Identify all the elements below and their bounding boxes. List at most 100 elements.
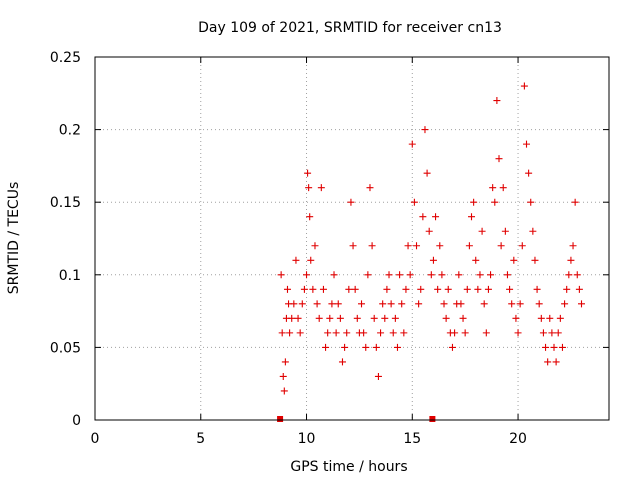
data-point xyxy=(539,329,547,337)
data-point xyxy=(372,343,380,351)
y-tick-label: 0.05 xyxy=(50,340,81,356)
data-point xyxy=(334,300,342,308)
data-point xyxy=(554,329,562,337)
data-point xyxy=(546,314,554,322)
data-point xyxy=(525,169,533,177)
data-point xyxy=(338,358,346,366)
data-point xyxy=(531,256,539,264)
data-point xyxy=(366,184,374,192)
data-point xyxy=(298,300,306,308)
data-point xyxy=(328,300,336,308)
data-point xyxy=(432,213,440,221)
data-point xyxy=(480,300,488,308)
data-point xyxy=(385,271,393,279)
data-point xyxy=(470,198,478,206)
data-point xyxy=(571,198,579,206)
x-axis-label: GPS time / hours xyxy=(290,459,407,475)
data-point xyxy=(427,271,435,279)
data-point xyxy=(438,271,446,279)
data-point xyxy=(465,242,473,250)
data-point xyxy=(400,329,408,337)
data-point xyxy=(455,271,463,279)
data-point xyxy=(389,329,397,337)
data-point xyxy=(520,82,528,90)
data-point xyxy=(379,300,387,308)
data-point xyxy=(436,242,444,250)
data-point xyxy=(360,329,368,337)
data-point xyxy=(501,227,509,235)
data-point xyxy=(567,256,575,264)
data-point xyxy=(288,314,296,322)
data-point xyxy=(548,329,556,337)
data-point xyxy=(510,256,518,264)
data-point xyxy=(444,285,452,293)
data-point xyxy=(516,300,524,308)
data-point xyxy=(448,343,456,351)
data-point xyxy=(451,329,459,337)
data-point xyxy=(307,256,315,264)
data-point xyxy=(457,300,465,308)
data-point xyxy=(278,329,286,337)
data-point xyxy=(497,242,505,250)
data-point xyxy=(324,329,332,337)
data-point xyxy=(423,169,431,177)
data-point xyxy=(290,300,298,308)
data-point xyxy=(387,300,395,308)
y-tick-label: 0.25 xyxy=(50,50,81,66)
data-point xyxy=(561,300,569,308)
data-point xyxy=(468,213,476,221)
data-point xyxy=(281,358,289,366)
data-point xyxy=(434,285,442,293)
data-point xyxy=(349,242,357,250)
data-point xyxy=(332,329,340,337)
data-point xyxy=(398,300,406,308)
data-point xyxy=(396,271,404,279)
data-point xyxy=(527,198,535,206)
data-point xyxy=(461,329,469,337)
data-point xyxy=(319,285,327,293)
data-point xyxy=(362,343,370,351)
data-point xyxy=(300,285,308,293)
data-point xyxy=(330,271,338,279)
y-tick-label: 0.15 xyxy=(50,195,81,211)
y-tick-label: 0.2 xyxy=(59,123,81,139)
data-point xyxy=(305,184,313,192)
data-point xyxy=(353,314,361,322)
data-point xyxy=(429,256,437,264)
data-point xyxy=(573,271,581,279)
data-point xyxy=(404,242,412,250)
tick-layer xyxy=(94,56,609,421)
y-tick-label: 0 xyxy=(72,413,81,429)
data-point xyxy=(279,372,287,380)
data-point xyxy=(508,300,516,308)
data-point xyxy=(442,314,450,322)
data-point xyxy=(472,256,480,264)
data-point xyxy=(383,285,391,293)
data-point xyxy=(292,256,300,264)
data-point xyxy=(537,314,545,322)
data-point xyxy=(565,271,573,279)
data-point xyxy=(569,242,577,250)
data-point xyxy=(558,343,566,351)
data-point xyxy=(351,285,359,293)
data-point xyxy=(313,300,321,308)
data-point xyxy=(374,372,382,380)
data-point xyxy=(489,184,497,192)
data-point xyxy=(523,140,531,148)
data-point xyxy=(306,213,314,221)
data-point xyxy=(578,300,586,308)
data-point xyxy=(317,184,325,192)
data-point xyxy=(495,155,503,163)
data-point xyxy=(535,300,543,308)
data-point xyxy=(286,329,294,337)
data-point xyxy=(514,329,522,337)
data-point xyxy=(503,271,511,279)
x-tick-label: 15 xyxy=(403,431,421,447)
data-point xyxy=(391,314,399,322)
data-point xyxy=(499,184,507,192)
chart-title: Day 109 of 2021, SRMTID for receiver cn1… xyxy=(198,20,502,36)
data-point xyxy=(322,343,330,351)
x-tick-label: 0 xyxy=(91,431,100,447)
data-point xyxy=(482,329,490,337)
data-point xyxy=(419,213,427,221)
